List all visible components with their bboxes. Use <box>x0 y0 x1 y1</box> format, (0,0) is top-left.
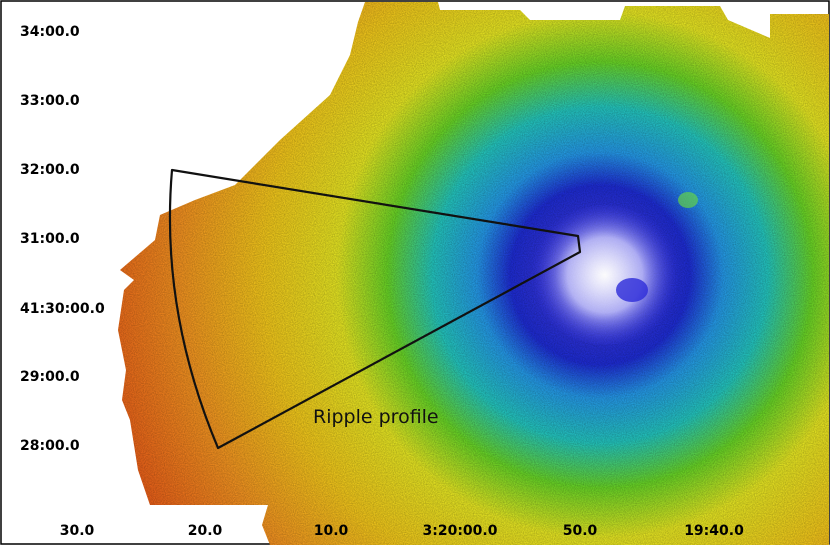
core-cavity <box>616 278 648 302</box>
knot-feature <box>678 192 698 208</box>
x-tick-label: 19:40.0 <box>684 523 744 539</box>
y-tick-label: 41:30:00.0 <box>20 301 105 317</box>
y-tick-label: 29:00.0 <box>20 369 80 385</box>
y-tick-label: 34:00.0 <box>20 24 80 40</box>
y-tick-label: 33:00.0 <box>20 93 80 109</box>
ripple-profile-region <box>168 168 582 450</box>
y-tick-label: 28:00.0 <box>20 438 80 454</box>
region-label: Ripple profile <box>313 406 439 428</box>
x-tick-label: 10.0 <box>313 523 349 539</box>
x-tick-label: 3:20:00.0 <box>422 523 498 539</box>
x-tick-label: 30.0 <box>59 523 95 539</box>
y-tick-label: 31:00.0 <box>20 231 80 247</box>
x-tick-label: 20.0 <box>187 523 223 539</box>
x-tick-label: 50.0 <box>562 523 598 539</box>
noise-texture <box>118 2 829 545</box>
bright-core <box>530 205 680 345</box>
y-tick-label: 32:00.0 <box>20 162 80 178</box>
